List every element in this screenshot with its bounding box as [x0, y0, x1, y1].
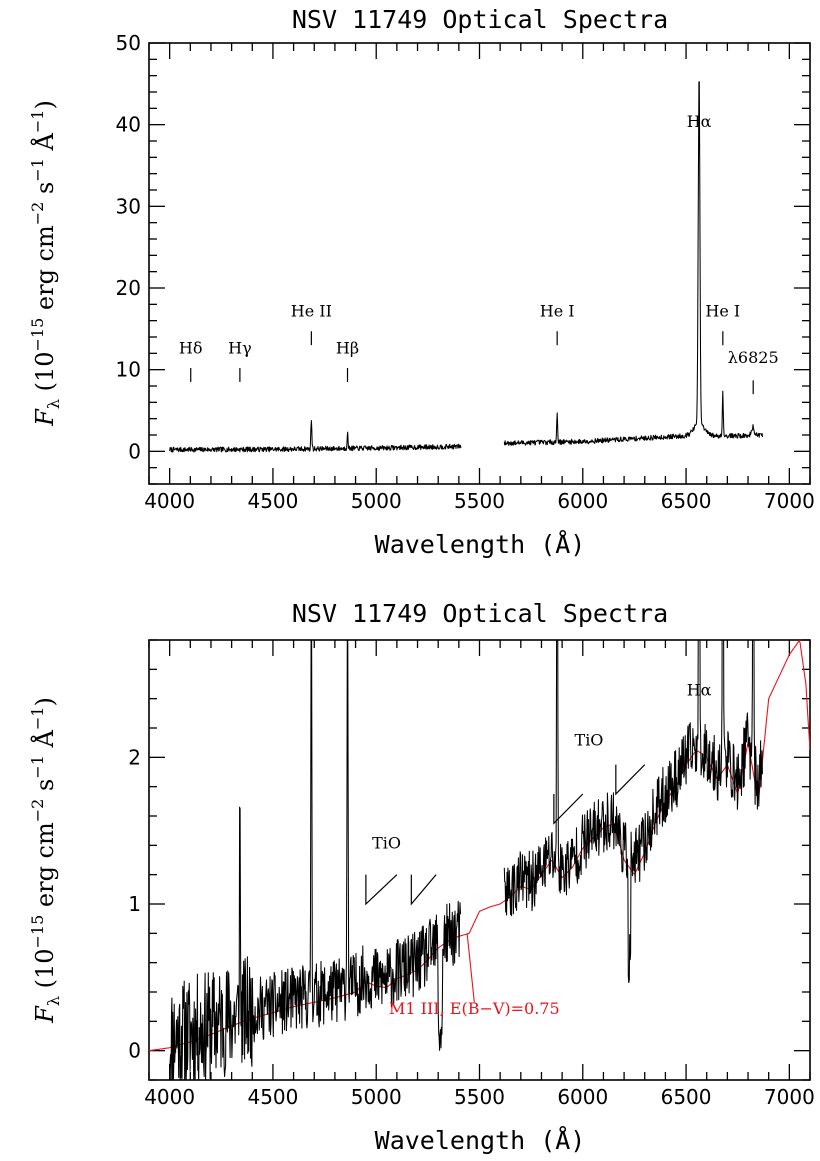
bottom-spectra — [149, 640, 810, 1080]
x-tick-label: 4500 — [247, 489, 298, 513]
line-label: He II — [291, 302, 332, 321]
line-label: Hδ — [179, 338, 203, 357]
x-tick-label: 6000 — [557, 489, 608, 513]
y-tick-label: 50 — [116, 31, 141, 55]
top-panel: NSV 11749 Optical Spectra 4000 4500 5000 55… — [28, 5, 815, 559]
tio-band-mark — [615, 764, 646, 796]
top-spectrum — [169, 81, 764, 453]
y-tick-label: 20 — [116, 276, 141, 300]
bottom-tick-labels: 4000 4500 5000 5500 6000 6500 7000 0 1 2 — [128, 745, 815, 1109]
y-tick-label: 30 — [116, 194, 141, 218]
top-tick-labels: 4000 4500 5000 5500 6000 6500 7000 0 10 20 30 40 50 — [116, 31, 815, 513]
x-tick-label: 4000 — [144, 489, 195, 513]
top-y-axis-label: Fλ (10−15 erg cm−2 s−1 Å−1) — [28, 100, 63, 427]
observed-spectrum-segment — [503, 640, 763, 984]
x-tick-label: 5000 — [351, 489, 402, 513]
spectrum-segment-red — [503, 81, 764, 446]
top-plot-frame — [148, 42, 811, 485]
x-tick-label: 4000 — [144, 1085, 195, 1109]
line-label: Hβ — [336, 338, 359, 357]
x-tick-label: 5500 — [454, 1085, 505, 1109]
y-tick-label: 2 — [128, 745, 141, 769]
x-tick-label: 6500 — [661, 1085, 712, 1109]
x-tick-label: 4500 — [247, 1085, 298, 1109]
observed-spectrum-segment — [169, 640, 462, 1080]
x-tick-label: 6000 — [557, 1085, 608, 1109]
y-tick-label: 0 — [128, 439, 141, 463]
line-label: He I — [540, 302, 575, 321]
x-tick-label: 7000 — [764, 1085, 815, 1109]
tio-band-mark — [365, 874, 398, 906]
x-tick-label: 6500 — [661, 489, 712, 513]
bottom-chart-title: NSV 11749 Optical Spectra — [292, 599, 668, 628]
bottom-y-axis-label: Fλ (10−15 erg cm−2 s−1 Å−1) — [28, 697, 63, 1024]
feature-label: TiO — [575, 731, 604, 750]
template-pointer — [466, 933, 475, 1003]
feature-label: TiO — [372, 833, 401, 852]
line-label: Hγ — [228, 338, 252, 357]
y-tick-label: 40 — [116, 113, 141, 137]
bottom-panel: NSV 11749 Optical Spectra 4000 4500 5000 55… — [28, 599, 815, 1155]
top-ticks — [148, 42, 811, 485]
template-spectrum-m1iii — [149, 640, 810, 1052]
line-label: He I — [705, 302, 740, 321]
line-label: Hα — [687, 112, 712, 131]
top-x-axis-label: Wavelength (Å) — [375, 530, 586, 559]
template-label: M1 III, E(B−V)=0.75 — [389, 999, 560, 1018]
x-tick-label: 5000 — [351, 1085, 402, 1109]
feature-label: Hα — [687, 681, 712, 700]
y-tick-label: 0 — [128, 1039, 141, 1063]
y-tick-label: 10 — [116, 358, 141, 382]
top-chart-title: NSV 11749 Optical Spectra — [292, 5, 668, 34]
spectrum-segment-blue — [169, 419, 462, 453]
line-label: λ6825 — [728, 348, 779, 367]
bottom-x-axis-label: Wavelength (Å) — [375, 1126, 586, 1155]
x-tick-label: 7000 — [764, 489, 815, 513]
y-tick-label: 1 — [128, 892, 141, 916]
tio-band-mark — [553, 793, 584, 825]
tio-band-mark — [410, 874, 437, 906]
bottom-annotations: Hα TiO TiO M1 III, E(B−V)=0.75 — [365, 681, 712, 1018]
x-tick-label: 5500 — [454, 489, 505, 513]
